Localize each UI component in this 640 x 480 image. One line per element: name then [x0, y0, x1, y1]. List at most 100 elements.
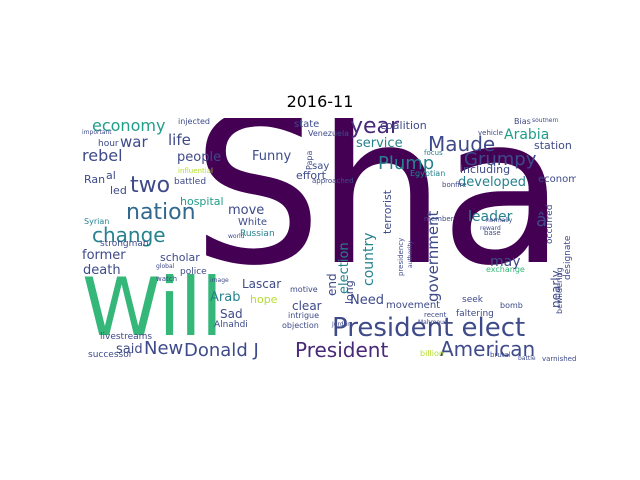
word-world: world — [228, 233, 245, 240]
word-bias: Bias — [514, 118, 531, 126]
word-varnished: varnished — [542, 355, 576, 363]
word-war: war — [120, 133, 148, 151]
word-base: base — [484, 229, 501, 237]
word-livestreams: livestreams — [100, 332, 153, 342]
word-including: including — [460, 163, 511, 176]
word-change: change — [92, 223, 166, 247]
word-member: member — [424, 215, 454, 223]
word-nation: nation — [126, 200, 196, 225]
word-strongman: strongman — [100, 239, 149, 249]
word-cloud: Sha Will President elect Donald J Presid… — [80, 118, 576, 366]
word-president-elect: President elect — [332, 313, 526, 343]
word-battled: battled — [174, 177, 207, 187]
word-death: death — [83, 263, 121, 278]
word-brutal: brutal — [490, 351, 511, 359]
word-led: led — [110, 184, 127, 197]
word-developed: developed — [458, 175, 527, 190]
word-scholar: scholar — [160, 251, 200, 264]
word-lascar: Lascar — [242, 277, 282, 291]
word-al: al — [106, 169, 116, 182]
word-jordan: Jordan — [332, 321, 352, 328]
word-economic: economic — [538, 174, 576, 185]
word-papa: Papa — [305, 150, 314, 170]
word-country: country — [361, 232, 377, 286]
word-occurred: occurred — [545, 204, 555, 244]
word-injected: injected — [178, 118, 210, 126]
word-president: President — [295, 338, 389, 362]
word-grumpy: Grumpy — [464, 149, 537, 170]
word-long: long — [343, 280, 356, 304]
word-ran: Ran — [84, 173, 106, 186]
word-exchange: exchange — [486, 265, 525, 274]
word-bonfire: bonfire — [442, 181, 467, 189]
word-arabia: Arabia — [504, 127, 550, 143]
word-reward: reward — [480, 225, 501, 232]
word-sad: Sad — [220, 307, 243, 321]
word-movement: movement — [386, 300, 441, 311]
word-coalition: coalition — [380, 119, 427, 132]
word-a-hat: â — [536, 210, 548, 231]
word-station: station — [534, 139, 572, 152]
word-objection: objection — [282, 321, 319, 330]
word-arab: Arab — [210, 290, 241, 305]
word-clear: clear — [292, 299, 322, 313]
word-need: Need — [350, 293, 384, 308]
word-authority: authority — [407, 240, 414, 268]
word-billion: billion — [420, 349, 444, 358]
word-funny: Funny — [252, 149, 292, 164]
word-russian: Russian — [240, 229, 275, 239]
word-hour: hour — [98, 139, 119, 149]
word-influential: influential — [178, 167, 213, 175]
word-venezuela: Venezuela — [308, 129, 350, 138]
word-plump: Plump — [378, 153, 435, 174]
word-hope: hope — [250, 293, 278, 306]
word-egyptian: Egyptian — [410, 169, 446, 178]
word-presidency: presidency — [397, 237, 405, 276]
word-intrigue: intrigue — [288, 311, 320, 320]
word-faltering: faltering — [456, 309, 494, 319]
word-recent: recent — [424, 311, 447, 319]
word-approached: approached — [312, 177, 354, 185]
word-life: life — [168, 131, 191, 149]
word-former: former — [82, 248, 126, 263]
word-police: police — [180, 267, 207, 277]
word-american: American — [440, 337, 536, 361]
word-seek: seek — [462, 295, 483, 305]
word-mahmoud: Mahmoud — [418, 319, 448, 326]
wordcloud-title: 2016-11 — [286, 92, 354, 111]
word-syrian: Syrian — [84, 217, 110, 226]
word-image: image — [210, 277, 229, 284]
word-maude: Maude — [428, 132, 496, 156]
word-bomb: bomb — [500, 301, 523, 310]
word-said: said — [116, 342, 143, 357]
word-sha: Sha — [192, 118, 566, 311]
word-state: state — [294, 119, 320, 130]
word-white: White — [238, 217, 268, 228]
word-battle: battle — [518, 355, 536, 362]
word-global: global — [156, 263, 175, 270]
word-service: service — [356, 136, 403, 151]
word-two: two — [130, 173, 171, 198]
word-alnahdi: Alnahdi — [214, 320, 248, 330]
word-move: move — [228, 203, 265, 218]
word-important: important — [82, 129, 112, 136]
word-say: say — [312, 161, 330, 172]
word-leader: leader — [468, 209, 513, 225]
word-motive: motive — [290, 285, 318, 294]
word-successor: successor — [88, 350, 133, 360]
word-effort: effort — [296, 169, 326, 182]
word-terrorist: terrorist — [381, 189, 394, 234]
word-economy: economy — [92, 118, 166, 135]
word-watch: watch — [156, 275, 178, 283]
word-end: end — [325, 273, 339, 296]
word-focus: focus — [424, 149, 443, 157]
word-hospital: hospital — [180, 195, 224, 208]
word-vehicle: vehicle — [478, 129, 503, 137]
word-normally: normally — [486, 217, 513, 224]
word-southern: southern — [532, 118, 559, 124]
word-government: government — [424, 210, 442, 302]
word-people: people — [177, 150, 222, 165]
word-year: year — [350, 118, 400, 139]
word-may: may — [490, 254, 521, 270]
word-designate: designate — [563, 235, 573, 280]
